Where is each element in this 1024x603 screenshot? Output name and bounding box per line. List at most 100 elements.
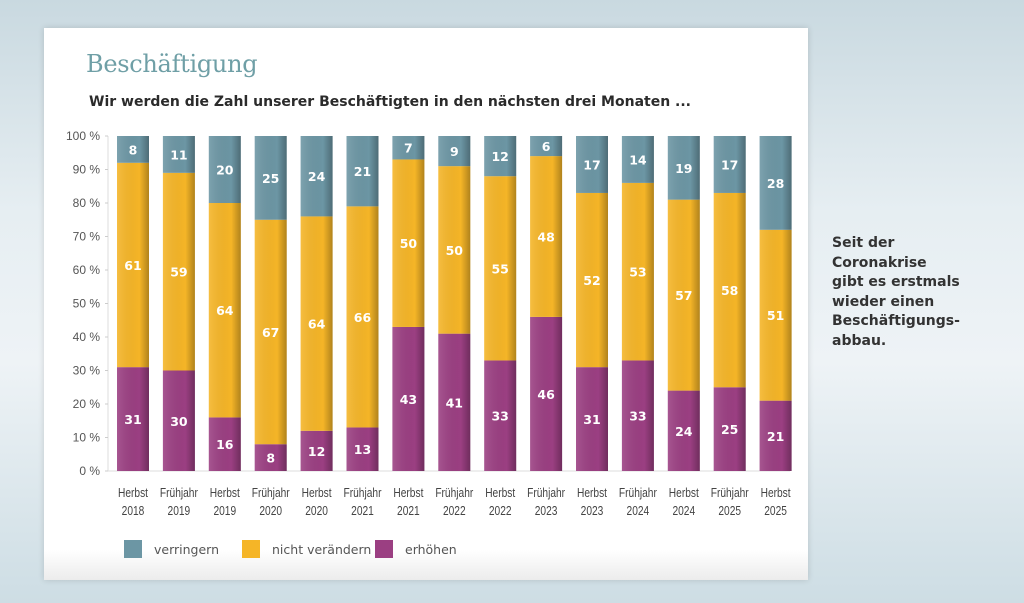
x-tick-label: Herbst xyxy=(485,486,516,501)
bar-segment-shading xyxy=(254,219,287,445)
side-note-line: abbau. xyxy=(832,332,887,349)
legend-swatch xyxy=(375,540,393,558)
x-tick-label: Frühjahr xyxy=(619,486,657,501)
data-label: 41 xyxy=(446,395,463,410)
chart-subtitle: Wir werden die Zahl unserer Beschäftigte… xyxy=(89,94,691,110)
x-tick-label: Frühjahr xyxy=(435,486,473,501)
side-note: Seit der Coronakrise gibt es erstmals wi… xyxy=(832,234,960,351)
bar-segment-shading xyxy=(162,370,195,471)
x-tick-label: 2025 xyxy=(764,504,787,519)
bar-segment-shading xyxy=(300,136,333,217)
x-tick-label: 2023 xyxy=(581,504,604,519)
x-tick-label: Frühjahr xyxy=(344,486,382,501)
x-tick-label: Frühjahr xyxy=(160,486,198,501)
bar-segment-shading xyxy=(484,136,517,177)
data-label: 17 xyxy=(583,157,600,172)
data-label: 66 xyxy=(354,310,372,325)
x-tick-label: Herbst xyxy=(302,486,333,501)
data-label: 11 xyxy=(170,147,187,162)
bar-segment-shading xyxy=(667,136,700,200)
x-tick-label: Frühjahr xyxy=(711,486,749,501)
bar-segment-shading xyxy=(530,316,563,471)
data-label: 64 xyxy=(308,317,326,332)
side-note-line: Beschäftigungs- xyxy=(832,313,960,329)
bar-segment-shading xyxy=(346,136,379,207)
y-tick-label: 100 % xyxy=(66,129,100,143)
bar-segment-shading xyxy=(117,367,149,471)
x-tick-label: 2025 xyxy=(718,504,741,519)
bar-segment-shading xyxy=(759,136,792,230)
data-label: 64 xyxy=(216,303,234,318)
bar-segment-shading xyxy=(254,444,287,471)
x-tick-label: Herbst xyxy=(761,486,792,501)
x-tick-label: 2024 xyxy=(672,504,695,519)
data-label: 43 xyxy=(400,392,417,407)
y-tick-label: 20 % xyxy=(73,397,101,411)
data-label: 14 xyxy=(629,152,647,167)
x-tick-label: 2023 xyxy=(535,504,558,519)
bar-segment-shading xyxy=(208,417,241,471)
data-label: 21 xyxy=(354,164,371,179)
data-label: 12 xyxy=(491,149,508,164)
data-label: 33 xyxy=(491,409,508,424)
x-tick-label: 2020 xyxy=(305,504,328,519)
bar-segment-shading xyxy=(392,136,425,160)
data-label: 16 xyxy=(216,437,234,452)
chart-title: Beschäftigung xyxy=(86,50,258,78)
y-tick-label: 0 % xyxy=(79,464,100,478)
data-label: 51 xyxy=(767,308,784,323)
x-tick-label: 2018 xyxy=(122,504,145,519)
x-tick-label: Herbst xyxy=(210,486,241,501)
data-label: 12 xyxy=(308,444,325,459)
bar-segment-shading xyxy=(530,156,563,317)
bar-segment-shading xyxy=(621,360,654,471)
bar-segment-shading xyxy=(576,192,608,368)
legend-label: verringern xyxy=(154,542,219,557)
data-label: 31 xyxy=(124,412,141,427)
bar-segment-shading xyxy=(667,199,700,391)
bar-segment-shading xyxy=(667,390,700,471)
data-label: 13 xyxy=(354,442,371,457)
bar-segment-shading xyxy=(713,136,746,193)
data-label: 30 xyxy=(170,414,188,429)
bar-segment-shading xyxy=(759,229,792,401)
bar-segment-shading xyxy=(438,136,471,167)
data-label: 17 xyxy=(721,157,738,172)
y-tick-label: 80 % xyxy=(73,196,101,210)
bar-segment-shading xyxy=(438,166,471,334)
x-tick-label: 2022 xyxy=(489,504,512,519)
data-label: 8 xyxy=(129,142,138,157)
x-tick-label: Herbst xyxy=(577,486,608,501)
bar-segment-shading xyxy=(713,387,746,471)
bar-segment-shading xyxy=(162,172,195,371)
data-label: 57 xyxy=(675,288,692,303)
data-label: 19 xyxy=(675,161,692,176)
bar-segment-shading xyxy=(713,192,746,388)
y-tick-label: 70 % xyxy=(73,230,101,244)
data-label: 8 xyxy=(266,451,275,466)
x-tick-label: 2024 xyxy=(627,504,650,519)
data-label: 7 xyxy=(404,141,413,156)
data-label: 55 xyxy=(491,261,508,276)
bar-segment-shading xyxy=(392,326,425,471)
x-tick-label: Herbst xyxy=(393,486,424,501)
data-label: 46 xyxy=(537,387,555,402)
bar-segment-shading xyxy=(346,427,379,471)
x-tick-label: 2021 xyxy=(351,504,374,519)
bar-segment-shading xyxy=(759,400,792,471)
bar-segment-shading xyxy=(621,136,654,183)
side-note-line: wieder einen xyxy=(832,293,935,310)
bar-segment-shading xyxy=(438,333,471,471)
x-tick-label: 2021 xyxy=(397,504,420,519)
legend-label: nicht verändern xyxy=(272,542,371,557)
data-label: 20 xyxy=(216,163,234,178)
bar-segment-shading xyxy=(484,360,517,471)
bar-segment-shading xyxy=(117,162,149,368)
data-label: 67 xyxy=(262,325,279,340)
data-label: 28 xyxy=(767,176,784,191)
x-tick-label: 2020 xyxy=(259,504,282,519)
y-tick-label: 90 % xyxy=(73,163,101,177)
bar-segment-shading xyxy=(162,136,195,173)
y-tick-label: 40 % xyxy=(73,330,101,344)
data-label: 21 xyxy=(767,429,784,444)
